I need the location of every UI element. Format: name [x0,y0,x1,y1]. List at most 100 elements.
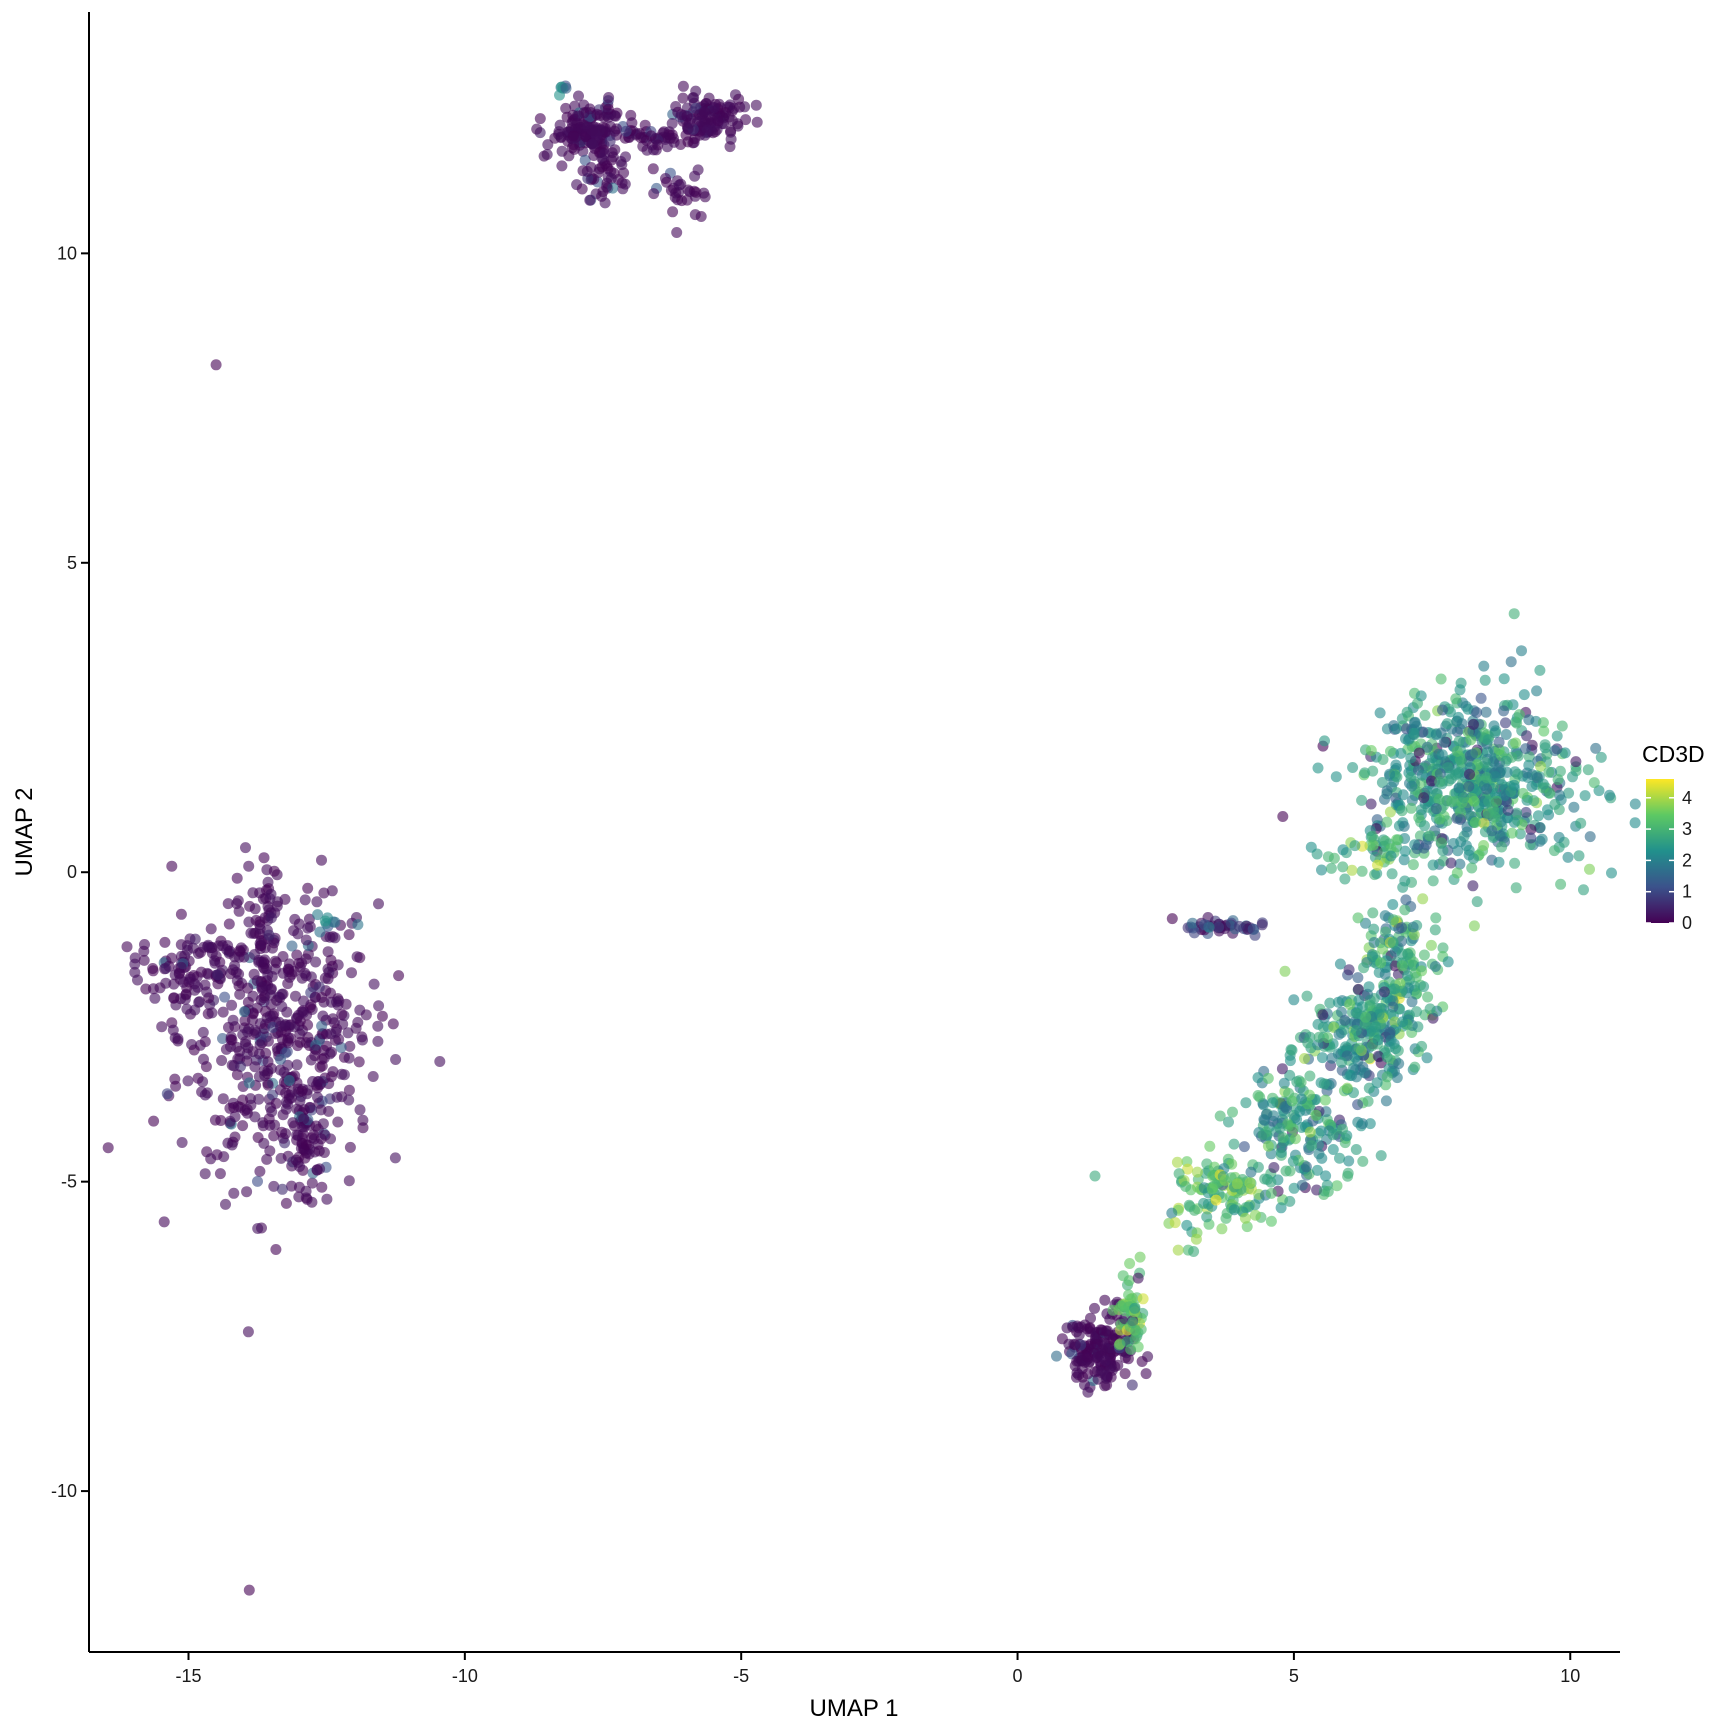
data-point [175,961,187,973]
data-point [305,1054,317,1066]
data-point [1568,801,1580,813]
data-point [161,1088,173,1100]
data-point [1480,706,1492,718]
data-point [343,1094,355,1106]
data-point [1390,759,1402,771]
data-point [1244,1177,1256,1189]
data-point [1369,1021,1381,1033]
data-point [1455,814,1466,826]
data-point [1365,745,1377,756]
data-point [307,1076,319,1087]
data-point [682,136,694,148]
data-point [287,1117,299,1129]
data-point [1247,923,1259,935]
data-point [1210,1194,1222,1206]
data-point [276,988,288,1000]
data-point [1284,1055,1296,1067]
data-point [294,1161,305,1172]
data-point [1301,990,1313,1002]
data-point [1081,1351,1093,1363]
data-point [373,1000,385,1012]
data-point [158,1216,170,1228]
data-point [1379,910,1391,922]
data-point [1056,1333,1068,1345]
data-point [310,1044,322,1056]
data-point [252,1132,264,1143]
data-point [166,952,178,964]
data-point [1471,707,1483,718]
data-point [1317,1009,1329,1021]
data-point [1181,1219,1193,1231]
data-point [670,187,682,199]
data-point [331,996,342,1008]
data-point [231,1069,243,1081]
data-point [329,916,341,928]
data-point [1508,779,1520,791]
data-point [1319,735,1330,747]
data-point [228,1187,240,1199]
data-point [1554,789,1565,801]
data-point [159,936,171,948]
data-point [1187,917,1198,929]
data-point [1453,735,1465,747]
data-point [1190,1233,1202,1245]
y-tick-label: -10 [51,1481,77,1501]
data-point [1288,994,1300,1006]
data-point [581,165,593,177]
data-point [156,1021,168,1033]
data-point [1258,1099,1269,1111]
data-point [1562,851,1574,863]
data-point [1172,1244,1184,1256]
data-point [1274,1122,1286,1134]
data-point [368,978,380,990]
data-point [1516,645,1527,657]
data-point [342,1027,354,1039]
data-point [1123,1289,1135,1301]
data-point [102,1142,114,1154]
data-point [313,981,325,993]
data-point [1469,817,1481,828]
data-point [390,1054,402,1065]
data-point [637,140,649,152]
data-point [262,1056,274,1068]
data-point [556,160,568,172]
data-point [1256,919,1268,931]
data-point [1405,802,1417,814]
data-point [1296,1093,1307,1105]
data-point [1538,725,1550,737]
data-point [1350,1025,1362,1036]
data-point [1249,1199,1261,1211]
data-point [268,865,280,877]
data-point [1498,673,1510,685]
data-point [1375,1150,1387,1162]
data-point [209,957,221,969]
data-point [1371,868,1383,879]
data-point [316,1020,328,1032]
data-point [1425,939,1437,951]
data-point [1089,1170,1101,1182]
data-point [1351,1008,1363,1020]
scatter-points [102,80,1641,1596]
data-point [1258,1114,1270,1125]
data-point [1119,1368,1131,1380]
data-point [1360,1011,1372,1023]
data-point [1496,841,1508,853]
data-point [1464,768,1475,780]
data-point [1520,806,1532,818]
data-point [1553,831,1565,843]
data-point [1419,820,1430,832]
data-point [314,926,326,938]
data-point [291,949,303,961]
data-point [1416,965,1428,977]
data-point [243,860,255,872]
data-point [304,921,316,933]
data-point [1468,795,1480,807]
data-point [300,1139,312,1151]
data-point [343,1175,355,1187]
data-point [1490,771,1502,783]
data-point [1322,1186,1334,1197]
data-point [1268,1162,1280,1173]
data-point [268,1180,280,1192]
data-point [260,1047,272,1059]
data-point [1520,743,1532,755]
